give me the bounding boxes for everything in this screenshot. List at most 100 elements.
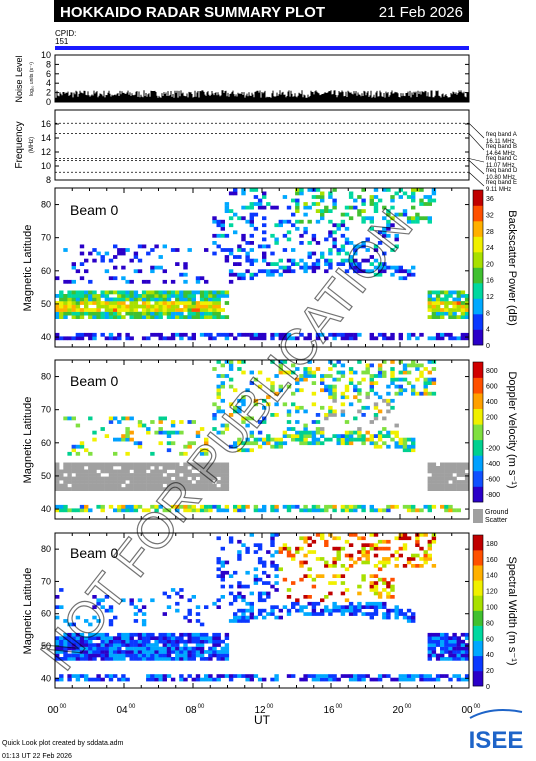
data-cell — [448, 308, 453, 312]
data-cell — [249, 332, 254, 337]
data-cell — [448, 653, 453, 658]
data-cell — [348, 437, 354, 442]
data-cell — [55, 301, 60, 305]
data-cell — [299, 377, 304, 382]
data-cell — [435, 336, 441, 341]
data-cell — [278, 272, 283, 277]
data-cell — [59, 636, 64, 640]
data-cell — [133, 308, 139, 312]
data-cell — [183, 272, 188, 277]
data-cell — [423, 367, 428, 371]
data-cell — [71, 476, 76, 481]
data-cell — [365, 258, 370, 263]
data-cell — [212, 632, 217, 637]
data-cell — [332, 434, 337, 438]
data-cell — [270, 388, 275, 393]
data-cell — [129, 437, 134, 442]
data-cell — [129, 466, 134, 470]
data-cell — [137, 650, 143, 654]
data-cell — [187, 632, 192, 637]
data-cell — [141, 636, 147, 640]
data-cell — [224, 423, 230, 428]
data-cell — [162, 462, 167, 467]
data-cell — [253, 504, 259, 509]
data-cell — [63, 636, 68, 640]
data-cell — [415, 539, 420, 544]
data-cell — [84, 462, 89, 467]
data-cell — [398, 533, 403, 537]
data-cell — [340, 262, 346, 266]
data-cell — [199, 483, 205, 488]
data-cell — [394, 677, 399, 682]
data-cell — [444, 476, 449, 481]
data-cell — [133, 462, 139, 467]
data-cell — [84, 304, 89, 309]
data-cell — [67, 469, 72, 474]
data-cell — [84, 294, 89, 298]
data-cell — [357, 437, 362, 442]
data-cell — [191, 420, 196, 424]
data-cell — [344, 430, 350, 435]
data-cell — [96, 619, 101, 623]
data-cell — [133, 632, 139, 637]
data-cell — [291, 363, 296, 368]
data-cell — [63, 336, 68, 341]
data-cell — [448, 315, 453, 319]
data-cell — [133, 473, 139, 477]
data-cell — [286, 546, 292, 551]
data-cell — [340, 370, 346, 375]
data-cell — [137, 476, 143, 481]
data-cell — [249, 276, 254, 281]
velocity-beam-label: Beam 0 — [70, 373, 118, 389]
data-cell — [75, 269, 81, 274]
data-cell — [187, 598, 192, 603]
data-cell — [266, 395, 271, 400]
data-cell — [357, 332, 362, 337]
data-cell — [431, 469, 437, 474]
data-cell — [104, 487, 110, 491]
data-cell — [415, 367, 420, 371]
data-cell — [377, 444, 383, 449]
data-cell — [448, 336, 453, 341]
width-ylabel: Magnetic Latitude — [22, 568, 34, 655]
data-cell — [75, 643, 81, 647]
data-cell — [344, 388, 350, 393]
data-cell — [220, 508, 225, 513]
data-cell — [79, 466, 85, 470]
data-cell — [427, 632, 432, 637]
data-cell — [369, 255, 374, 259]
data-cell — [154, 304, 159, 309]
data-cell — [117, 248, 122, 252]
colorbar-tick-label: -600 — [486, 477, 500, 484]
data-cell — [113, 416, 118, 421]
data-cell — [311, 441, 317, 446]
data-cell — [435, 473, 441, 477]
data-cell — [125, 308, 130, 312]
data-cell — [187, 653, 192, 658]
data-cell — [150, 632, 155, 637]
data-cell — [63, 248, 68, 252]
data-cell — [195, 279, 201, 284]
data-cell — [353, 608, 358, 613]
data-cell — [117, 336, 122, 341]
data-cell — [278, 265, 283, 270]
y-tick-label: 2 — [46, 88, 51, 98]
data-cell — [348, 332, 354, 337]
data-cell — [394, 423, 399, 428]
data-cell — [59, 643, 64, 647]
data-cell — [440, 308, 445, 312]
data-cell — [386, 398, 391, 403]
data-cell — [262, 598, 267, 603]
y-tick-label: 60 — [41, 438, 51, 448]
data-cell — [266, 595, 271, 599]
data-cell — [183, 265, 188, 270]
data-cell — [315, 574, 321, 578]
data-cell — [456, 646, 461, 651]
data-cell — [311, 265, 317, 270]
data-cell — [96, 311, 101, 316]
data-cell — [282, 370, 288, 375]
data-cell — [183, 279, 188, 284]
data-cell — [377, 601, 383, 606]
data-cell — [249, 223, 254, 228]
